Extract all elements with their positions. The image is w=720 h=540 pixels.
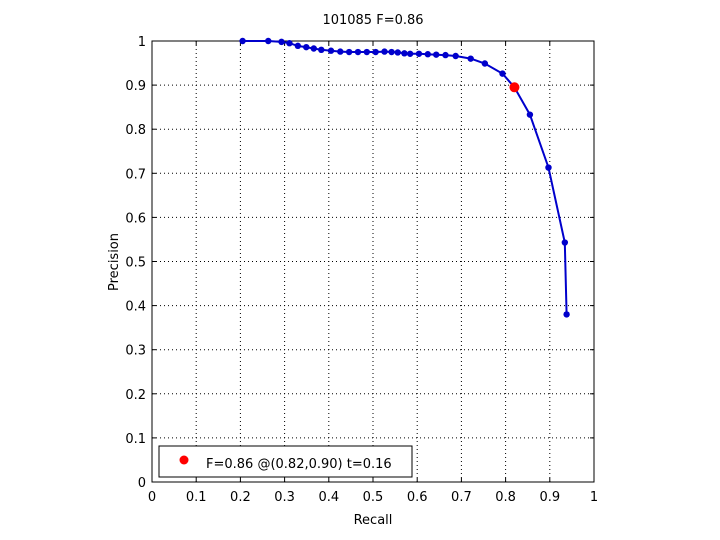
highlight-group bbox=[509, 82, 520, 93]
grid-lines bbox=[152, 41, 594, 482]
y-tick-label: 0.5 bbox=[125, 256, 146, 271]
data-point bbox=[388, 48, 395, 56]
data-point bbox=[294, 42, 302, 50]
y-tick-label: 1 bbox=[138, 35, 146, 50]
data-point bbox=[499, 70, 506, 77]
chart-title: 101085 F=0.86 bbox=[322, 13, 423, 28]
x-tick-label: 0.2 bbox=[230, 490, 251, 505]
data-point bbox=[372, 48, 379, 56]
data-point bbox=[563, 311, 570, 318]
y-tick-label: 0.9 bbox=[125, 79, 146, 94]
data-point bbox=[452, 52, 459, 60]
data-point bbox=[318, 46, 325, 54]
data-point bbox=[433, 51, 440, 58]
data-point bbox=[354, 48, 362, 56]
data-point bbox=[415, 50, 423, 57]
series-group bbox=[239, 37, 570, 318]
data-point bbox=[545, 164, 552, 171]
data-point bbox=[265, 37, 272, 45]
x-tick-label: 0.6 bbox=[407, 490, 428, 505]
data-point bbox=[286, 40, 293, 47]
legend-box bbox=[158, 445, 413, 478]
y-tick-label: 0.8 bbox=[125, 123, 146, 138]
y-tick-labels: 0 0.1 0.2 0.3 0.4 0.5 0.6 0.7 0.8 0.9 1 bbox=[125, 35, 146, 491]
data-point bbox=[442, 51, 449, 59]
x-tick-labels: 0 0.1 0.2 0.3 0.4 0.5 0.6 0.7 0.8 0.9 1 bbox=[148, 490, 598, 505]
x-tick-label: 0.7 bbox=[451, 490, 472, 505]
x-tick-label: 0.1 bbox=[186, 490, 207, 505]
y-tick-label: 0.7 bbox=[125, 167, 146, 182]
data-point bbox=[239, 37, 246, 45]
data-point bbox=[337, 48, 344, 55]
data-point bbox=[278, 38, 285, 46]
data-point bbox=[406, 50, 414, 57]
data-point bbox=[345, 48, 353, 56]
legend-marker bbox=[179, 455, 189, 465]
x-tick-label: 0.8 bbox=[495, 490, 516, 505]
axis-ticks bbox=[151, 40, 595, 483]
y-tick-label: 0.4 bbox=[125, 300, 146, 315]
best-f-point bbox=[509, 82, 520, 93]
legend-label: F=0.86 @(0.82,0.90) t=0.16 bbox=[206, 457, 392, 472]
data-point bbox=[467, 55, 474, 62]
x-tick-label: 0 bbox=[148, 490, 156, 505]
x-tick-label: 0.9 bbox=[539, 490, 560, 505]
data-point bbox=[327, 47, 335, 54]
x-tick-label: 1 bbox=[590, 490, 598, 505]
data-point bbox=[303, 43, 310, 51]
x-tick-label: 0.5 bbox=[363, 490, 384, 505]
y-tick-label: 0 bbox=[138, 476, 146, 491]
y-axis-label: Precision bbox=[107, 233, 122, 291]
x-axis-label: Recall bbox=[354, 513, 393, 528]
y-tick-label: 0.6 bbox=[125, 211, 146, 226]
data-point bbox=[526, 111, 534, 118]
data-point bbox=[424, 51, 432, 58]
data-point bbox=[363, 48, 371, 56]
legend: F=0.86 @(0.82,0.90) t=0.16 bbox=[158, 445, 413, 478]
y-tick-label: 0.3 bbox=[125, 344, 146, 359]
data-point bbox=[394, 49, 401, 56]
x-tick-label: 0.3 bbox=[274, 490, 295, 505]
y-tick-label: 0.1 bbox=[125, 432, 146, 447]
x-tick-label: 0.4 bbox=[318, 490, 339, 505]
data-point bbox=[561, 239, 569, 246]
data-point bbox=[401, 50, 408, 57]
data-point bbox=[381, 48, 388, 55]
y-tick-label: 0.2 bbox=[125, 388, 146, 403]
data-point bbox=[481, 60, 489, 67]
data-point bbox=[310, 45, 317, 52]
